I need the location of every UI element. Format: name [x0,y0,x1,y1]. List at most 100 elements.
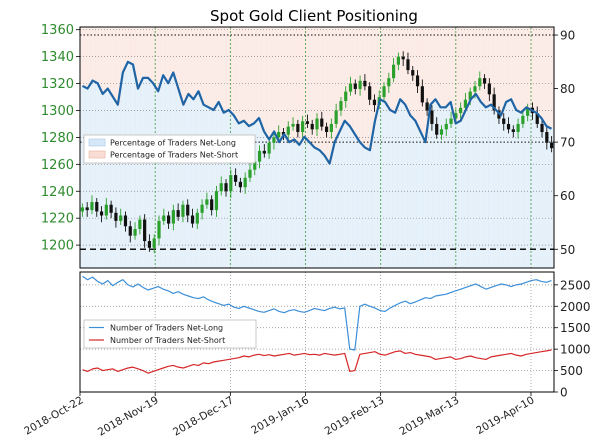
net-long-fill-column [286,142,293,268]
net-short-fill-column [548,27,555,129]
candle-body [449,118,453,124]
net-long-fill-column [518,112,525,268]
candle-body [95,202,99,212]
candle-body [435,123,439,135]
price-tick-label: 1280 [41,131,74,146]
candle-body [99,211,104,216]
price-candles [80,51,554,254]
candle-body [224,183,228,192]
candle-body [511,129,515,133]
percent-tick-label: 80 [560,82,575,96]
candle-body [301,121,305,133]
net-short-fill-column [473,27,479,94]
net-short-fill-column [468,27,474,100]
candle-body [267,142,271,154]
net-short-fill-column [115,27,121,105]
candle-body [315,118,319,130]
price-panel: 1200 1220 1240 1260 1280 1300 1320 1340 1360 50 6… [41,23,575,269]
net-long-fill-column [216,101,222,268]
candle-body [104,204,108,216]
candle-body [128,226,132,236]
candle-body [396,56,400,65]
candle-body [454,113,458,119]
price-panel-frame [79,26,555,269]
candle-body [80,207,84,212]
net-long-fill-column [357,142,363,268]
count-tick-label: 0 [560,386,568,400]
candle-body [526,107,530,116]
candle-body [482,78,487,84]
count-tick-label: 1000 [560,343,591,357]
candle-body [459,107,463,114]
candle-body [430,110,434,124]
price-tick-label: 1360 [41,23,74,38]
candle-body [152,238,156,248]
candle-body [143,219,147,242]
net-long-fill-column [105,88,111,268]
candle-body [200,204,204,213]
candle-body [186,204,190,216]
net-long-fill-column [523,107,530,268]
net-long-fill-column [317,150,323,268]
legend-swatch-net-long [88,138,106,147]
net-long-fill-column [503,101,509,268]
positioning-fill-layer [80,27,555,269]
net-long-fill-column [221,112,227,268]
net-short-fill-column [175,27,182,89]
candle-body [492,94,496,111]
net-short-fill-column [483,27,489,108]
net-short-fill-column [427,27,434,105]
net-long-fill-column [256,118,262,268]
net-long-fill-column [397,99,404,268]
net-short-fill-column [105,27,111,89]
net-long-fill-column [291,139,298,268]
net-long-fill-column [241,120,247,268]
candle-body [387,78,391,87]
date-tick-label: 2018-Nov-19 [96,394,161,438]
net-long-fill-column [402,104,409,268]
candle-body [171,210,175,224]
candle-body [138,219,142,229]
candle-body [353,83,357,89]
count-tick-label: 2500 [560,278,591,292]
net-short-fill-column [95,27,101,84]
net-long-fill-column [508,99,514,268]
candle-body [550,142,554,149]
net-short-fill-column [231,27,237,116]
net-long-fill-column [463,110,469,268]
candle-body [195,212,199,224]
net-long-fill-column [261,131,267,268]
net-long-fill-column [180,104,187,268]
candle-body [205,199,209,205]
net-short-fill-column [241,27,247,121]
candle-body [348,83,353,92]
candle-body [521,115,525,124]
candle-body [109,204,113,213]
net-short-fill-column [271,27,277,132]
net-short-fill-column [498,27,504,116]
net-short-fill-column [347,27,353,127]
net-long-fill-column [448,101,454,268]
candle-body [114,212,118,221]
candle-body [277,132,281,138]
price-tick-label: 1340 [41,50,74,65]
net-long-fill-column [422,142,429,268]
candle-body [166,215,171,224]
candle-body [286,126,290,135]
net-long-fill-column [201,104,207,268]
net-short-fill-column [201,27,207,105]
net-short-fill-column [311,27,318,148]
net-long-fill-column [372,120,378,268]
net-short-fill-column [387,27,393,111]
candle-body [545,132,549,143]
candle-body [234,175,238,182]
net-long-fill-column [548,128,555,268]
net-long-fill-column [498,115,504,269]
net-long-fill-column [281,134,288,268]
count-panel-frame [79,271,555,393]
net-long-fill-column [488,104,494,268]
candle-body [90,202,94,211]
net-short-fill-column [402,27,409,105]
net-long-percent-line [82,60,552,165]
